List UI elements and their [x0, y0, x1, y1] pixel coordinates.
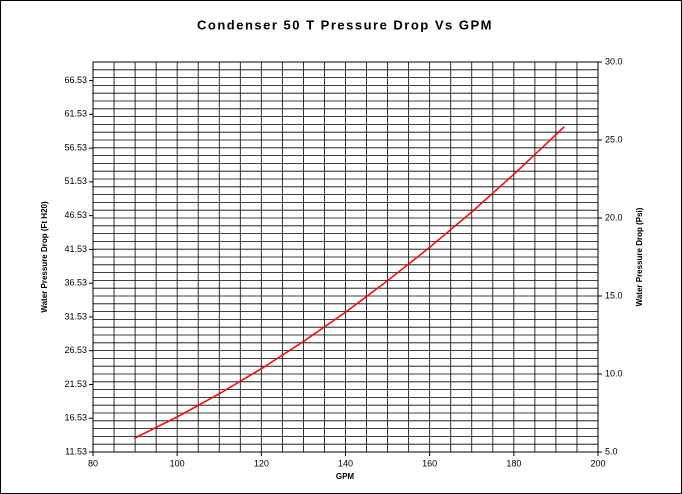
y-tick-label: 56.53	[64, 142, 87, 152]
y-tick-label: 11.53	[65, 446, 87, 456]
y2-tick-label: 15.0	[605, 290, 623, 300]
plot-frame	[92, 61, 599, 453]
x-tick-label: 200	[590, 458, 605, 468]
y-tick-label: 31.53	[64, 311, 87, 321]
y2-axis-label: Water Pressure Drop (Psi)	[635, 207, 644, 306]
data-line	[134, 126, 565, 439]
x-tick-label: 80	[88, 458, 98, 468]
chart-title: Condenser 50 T Pressure Drop Vs GPM	[197, 17, 493, 32]
y-tick-label: 36.53	[64, 278, 87, 288]
y-tick-label: 41.53	[64, 244, 87, 254]
x-tick-label: 120	[254, 458, 269, 468]
y2-tick-label: 30.0	[605, 56, 623, 66]
x-tick-label: 160	[422, 458, 437, 468]
y2-tick-label: 20.0	[605, 212, 623, 222]
x-tick-label: 100	[170, 458, 185, 468]
y-tick-label: 26.53	[64, 345, 87, 355]
y2-tick-label: 5.0	[605, 446, 618, 456]
y-tick-label: 66.53	[64, 75, 87, 85]
y-tick-label: 16.53	[64, 413, 87, 423]
x-tick-label: 140	[338, 458, 353, 468]
y-axis-label: Water Pressure Drop (Ft H20)	[40, 201, 49, 313]
x-axis-label: GPM	[336, 472, 355, 481]
y-tick-label: 61.53	[64, 109, 87, 119]
y-tick-label: 51.53	[64, 176, 87, 186]
y-tick-label: 46.53	[64, 210, 87, 220]
x-tick-label: 180	[506, 458, 521, 468]
y-tick-label: 21.53	[64, 379, 87, 389]
y2-tick-label: 25.0	[605, 134, 623, 144]
y2-tick-label: 10.0	[605, 368, 623, 378]
